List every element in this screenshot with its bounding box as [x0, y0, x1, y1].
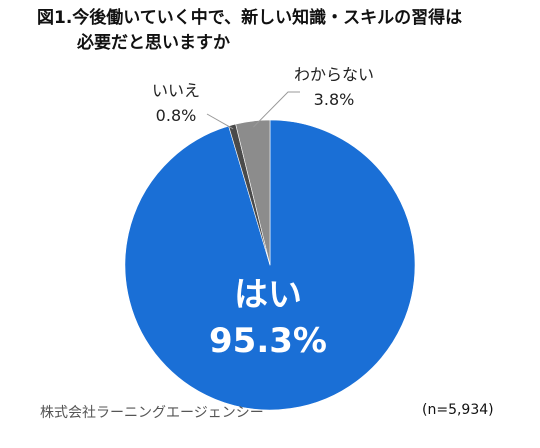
source-credit: 株式会社ラーニングエージェンシー	[40, 405, 264, 421]
leader-line-no	[206, 113, 234, 130]
chart-title-line2: 必要だと思いますか	[77, 33, 230, 53]
leader-line-unknown	[253, 91, 300, 128]
pie-slice-unknown	[235, 119, 271, 266]
slice-label-yes: はい	[234, 275, 302, 315]
chart-title: 図1.今後働いていく中で、新しい知識・スキルの習得は 必要だと思いますか	[37, 6, 462, 56]
slice-value-unknown: 3.8%	[314, 90, 355, 109]
chart-title-line1: 図1.今後働いていく中で、新しい知識・スキルの習得は	[37, 8, 463, 28]
slice-value-yes: 95.3%	[209, 321, 327, 361]
slice-label-no: いいえ	[152, 81, 200, 100]
sample-size: (n=5,934)	[422, 402, 494, 418]
slice-value-no: 0.8%	[156, 106, 197, 125]
slice-label-unknown: わからない	[294, 65, 374, 84]
